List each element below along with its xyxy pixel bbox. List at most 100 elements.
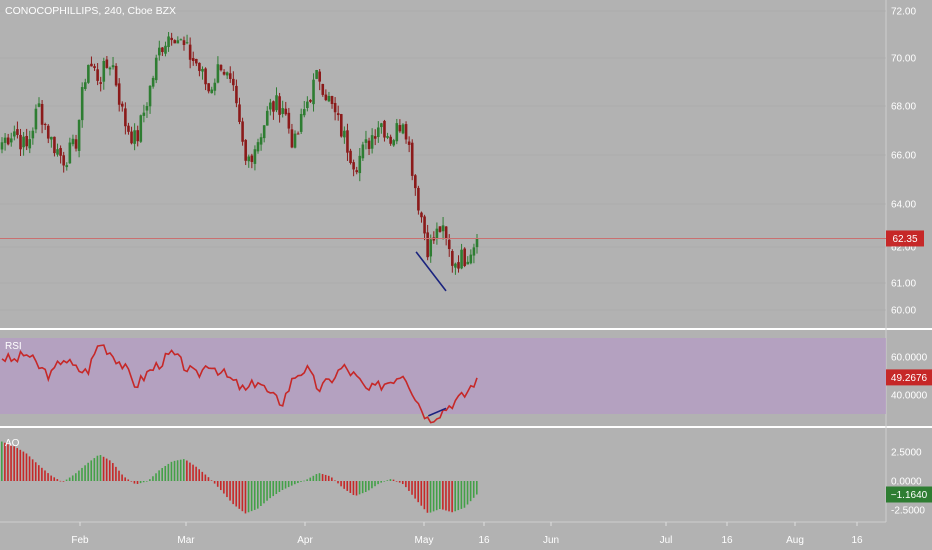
ao-bar <box>405 481 407 488</box>
ao-bar <box>139 481 142 484</box>
candle-body <box>93 66 96 68</box>
candle-body <box>444 226 448 239</box>
candle-body <box>80 87 84 121</box>
price-tick-label: 70.00 <box>891 54 916 65</box>
ao-bar <box>417 481 419 503</box>
candle-body <box>207 83 210 92</box>
ao-bar <box>257 481 259 509</box>
candle-body <box>34 108 38 130</box>
ao-bar <box>309 477 312 481</box>
ao-bar <box>93 458 96 481</box>
ao-bar <box>198 469 201 481</box>
candle-body <box>9 138 13 143</box>
ao-bar <box>7 443 9 481</box>
rsi-divergence-line[interactable] <box>427 407 447 417</box>
candle-body <box>90 63 93 67</box>
price-panel[interactable] <box>0 0 886 327</box>
ao-bar <box>300 481 302 482</box>
rsi-last-tag: 49.2676 <box>886 369 932 386</box>
candle-body <box>463 248 466 266</box>
ao-bar <box>238 481 241 509</box>
ao-bar <box>352 481 355 496</box>
candle-body <box>191 58 195 61</box>
candle-body <box>105 59 109 68</box>
candle-body <box>420 212 423 218</box>
ao-bar <box>173 460 176 481</box>
ao-bar <box>368 481 370 491</box>
ao-bar <box>87 462 89 481</box>
candle-body <box>315 70 318 79</box>
candle-body <box>210 89 214 94</box>
candle-body <box>188 44 192 60</box>
ao-bar <box>340 481 342 487</box>
ao-bar <box>414 481 416 499</box>
ao-bar <box>315 474 318 481</box>
ao-bar <box>226 481 228 498</box>
price-divergence-line[interactable] <box>415 251 447 292</box>
ao-bar <box>10 445 12 481</box>
candle-body <box>216 64 220 83</box>
ao-bar <box>195 466 197 481</box>
ao-bar <box>47 473 49 481</box>
ao-axis-labels[interactable]: 2.5000 0.0000 -2.5000 <box>891 448 925 517</box>
ao-bar <box>115 466 117 481</box>
ao-bar <box>108 460 111 481</box>
ao-bar <box>170 461 173 481</box>
ao-bar <box>303 480 305 482</box>
ao-bar <box>457 481 460 511</box>
ao-bar <box>398 481 401 483</box>
ao-bar <box>266 481 268 501</box>
ao-bar <box>158 470 160 481</box>
candle-body <box>414 175 417 189</box>
ao-bar <box>62 481 65 482</box>
candle-body <box>395 123 399 142</box>
ao-bar <box>460 481 463 509</box>
ao-bar <box>25 453 28 481</box>
candle-body <box>367 140 371 149</box>
candle-body <box>87 64 90 83</box>
price-axis-labels[interactable]: 72.00 70.00 68.00 66.00 64.00 62.00 61.00 60.00 <box>891 7 916 317</box>
ao-bar <box>142 481 145 483</box>
time-axis-labels[interactable]: Feb Mar Apr May 16 Jun Jul 16 Aug 16 <box>71 522 863 546</box>
candle-body <box>250 155 254 162</box>
candle-body <box>53 136 56 154</box>
candle-body <box>154 57 158 81</box>
ao-bar <box>349 481 352 493</box>
ao-bar <box>22 451 25 481</box>
rsi-axis-labels[interactable]: 60.0000 40.0000 <box>891 353 928 402</box>
ao-bar <box>244 481 247 514</box>
ao-bar <box>408 481 410 491</box>
candle-body <box>346 130 349 153</box>
candle-body <box>108 67 112 70</box>
candle-body <box>290 129 294 148</box>
candle-body <box>56 149 59 155</box>
candle-body <box>466 261 470 265</box>
candle-body <box>62 155 65 166</box>
price-tick-label: 64.00 <box>891 200 916 211</box>
candle-body <box>389 136 392 144</box>
ao-bar <box>118 470 120 481</box>
ao-bar <box>223 481 225 494</box>
candle-body <box>355 170 359 173</box>
candle-body <box>380 123 383 128</box>
candle-body <box>120 103 124 107</box>
candle-body <box>256 142 260 152</box>
ao-bar <box>102 456 105 481</box>
ao-bar <box>361 481 364 494</box>
candle-body <box>281 108 284 114</box>
candle-body <box>43 123 47 125</box>
ao-bar <box>28 456 31 481</box>
candle-body <box>423 216 426 234</box>
ao-bar <box>130 481 133 482</box>
ao-bar <box>451 481 453 513</box>
rsi-band <box>0 338 886 414</box>
candle-body <box>213 82 217 91</box>
candle-body <box>0 142 4 150</box>
candle-body <box>13 131 16 137</box>
ao-bar <box>34 462 37 481</box>
candle-body <box>235 85 238 104</box>
ao-bar <box>145 481 148 482</box>
ao-last-value: −1.1640 <box>891 490 928 501</box>
price-tick-label: 61.00 <box>891 279 916 290</box>
